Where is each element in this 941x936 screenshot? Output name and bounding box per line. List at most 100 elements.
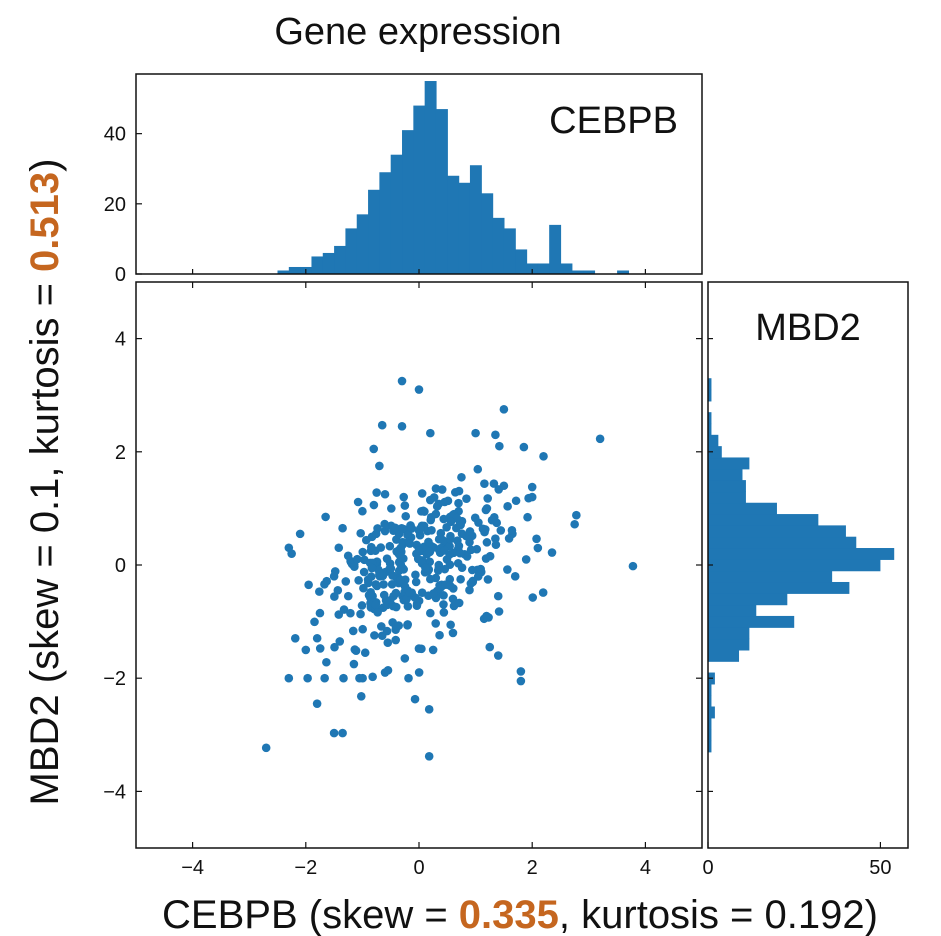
scatter-point-353 (439, 608, 449, 617)
top-histogram-label: CEBPB (549, 100, 678, 142)
top-hist-bar-23 (537, 263, 550, 274)
scatter-point-340 (355, 673, 364, 683)
scatter-point-33 (493, 591, 503, 601)
scatter-point-173 (532, 534, 541, 544)
scatter-point-37 (448, 628, 458, 638)
right-hist-bar-11 (708, 615, 795, 628)
scatter-point-66 (482, 538, 492, 547)
chart-title: Gene expression (274, 11, 561, 53)
right-histogram: 0 50 MBD2 (702, 281, 909, 879)
scatter-point-398 (439, 546, 449, 555)
scatter-point-50 (380, 489, 390, 499)
scatter-point-389 (379, 590, 389, 600)
scatter-point-23 (397, 422, 407, 431)
scatter-point-14 (516, 676, 526, 686)
scatter-point-63 (411, 577, 421, 587)
scatter-point-26 (375, 461, 384, 471)
scatter-point-243 (358, 547, 368, 557)
right-hist-bar-9 (708, 638, 750, 651)
scatter-point-35 (485, 642, 495, 652)
scatter-point-348 (414, 546, 424, 556)
scatter-point-322 (438, 535, 447, 545)
right-hist-bar-26 (708, 446, 722, 459)
right-hist-bar-10 (708, 627, 750, 640)
right-hist-bar-22 (708, 491, 746, 504)
right-hist-bar-8 (708, 649, 740, 662)
scatter-point-178 (437, 485, 447, 494)
right-hist-bar-1 (708, 729, 712, 742)
scatter-point-156 (433, 566, 443, 575)
x-tick-label-0: −4 (181, 857, 204, 879)
scatter-point-382 (425, 547, 435, 557)
scatter-point-185 (495, 441, 504, 451)
scatter-point-276 (391, 588, 401, 598)
x-axis-label-skew: 0.335 (459, 893, 559, 936)
top-hist-bar-21 (515, 249, 528, 274)
right-hist-bar-27 (708, 434, 719, 447)
scatter-point-20 (491, 430, 500, 440)
right-hist-bar-3 (708, 706, 715, 719)
scatter-point-369 (379, 580, 388, 589)
top-hist-bar-1 (288, 266, 301, 274)
right-hist-bar-0 (708, 740, 712, 753)
scatter-point-393 (405, 539, 415, 548)
scatter-point-345 (366, 572, 376, 581)
scatter-point-298 (483, 575, 493, 584)
scatter-point-341 (401, 511, 411, 521)
scatter-point-122 (462, 494, 471, 503)
top-hist-bar-16 (458, 182, 471, 274)
top-hist-bar-25 (560, 263, 573, 274)
scatter-point-8 (329, 728, 339, 738)
x-axis-label: CEBPB (skew = 0.335, kurtosis = 0.192) (162, 893, 878, 936)
scatter-point-399 (466, 545, 476, 555)
scatter-point-244 (496, 526, 506, 535)
scatter-point-5 (499, 405, 509, 414)
scatter-point-21 (471, 428, 480, 438)
scatter-point-72 (360, 648, 370, 658)
scatter-point-16 (547, 548, 557, 557)
y-tick-label-4: 4 (115, 329, 126, 351)
top-hist-bar-12 (413, 105, 426, 274)
scatter-point-2 (595, 434, 605, 444)
scatter-point-240 (396, 543, 406, 553)
scatter-point-203 (407, 524, 417, 533)
scatter-point-89 (507, 525, 517, 535)
scatter-point-311 (466, 579, 476, 588)
scatter-point-12 (424, 705, 434, 714)
scatter-point-269 (445, 534, 455, 544)
scatter-point-49 (358, 506, 367, 516)
scatter-point-363 (504, 534, 514, 543)
scatter-point-48 (338, 523, 347, 533)
right-hist-bar-18 (708, 536, 857, 549)
y-axis-label-prefix: MBD2 (skew = 0.1, kurtosis = (23, 272, 67, 806)
top-hist-bar-22 (526, 263, 539, 274)
scatter-point-376 (431, 619, 440, 628)
scatter-point-368 (454, 598, 464, 608)
scatter-point-343 (315, 587, 324, 596)
scatter-point-309 (322, 576, 332, 586)
scatter-point-319 (427, 525, 436, 535)
right-hist-bar-5 (708, 683, 712, 696)
scatter-point-330 (391, 602, 401, 612)
scatter-point-24 (426, 428, 435, 438)
scatter-point-113 (357, 601, 367, 610)
scatter-point-132 (419, 506, 428, 516)
x-tick-label-4: 4 (640, 857, 651, 879)
scatter-point-397 (457, 563, 467, 572)
scatter-point-299 (352, 554, 362, 564)
scatter-point-305 (521, 555, 531, 564)
scatter-point-361 (358, 624, 367, 634)
top-hist-bar-0 (277, 270, 290, 274)
scatter-point-274 (429, 493, 439, 502)
top-hist-bar-14 (435, 109, 448, 274)
scatter-point-43 (315, 608, 325, 618)
scatter-point-291 (439, 600, 448, 609)
scatter-point-366 (315, 644, 325, 653)
scatter-point-68 (448, 594, 458, 604)
scatter-point-188 (414, 668, 424, 677)
right-hist-bar-23 (708, 480, 746, 493)
scatter-point-31 (533, 543, 543, 553)
scatter-point-346 (388, 571, 397, 580)
scatter-point-22 (377, 420, 387, 430)
